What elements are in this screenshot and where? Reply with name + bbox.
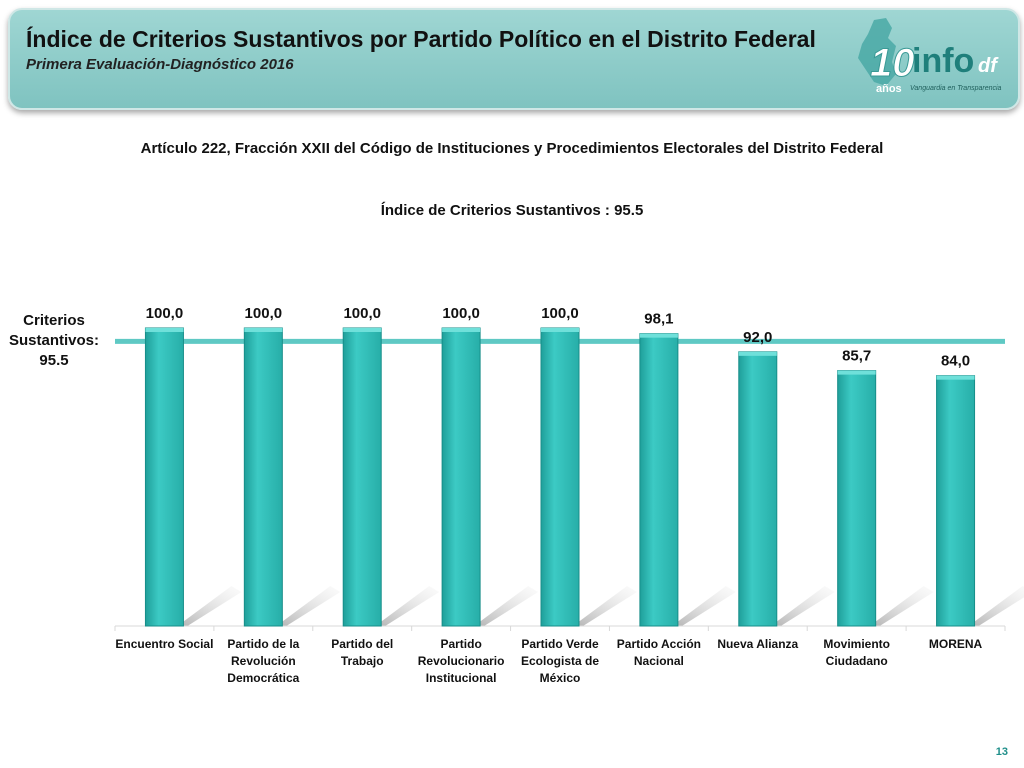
bar (342, 327, 382, 627)
page-subtitle: Primera Evaluación-Diagnóstico 2016 (26, 56, 294, 73)
bar (837, 370, 877, 627)
bar (540, 327, 580, 627)
value-label: 100,0 (146, 305, 184, 322)
bar (639, 333, 679, 627)
bar (441, 327, 481, 627)
value-label: 85,7 (842, 348, 871, 365)
category-label: Institucional (426, 671, 497, 685)
category-label: Partido del (331, 637, 393, 651)
bar-cap (738, 351, 777, 356)
category-label: Encuentro Social (115, 637, 213, 651)
bar-shadow (474, 586, 539, 626)
category-label: Democrática (227, 671, 299, 685)
value-label: 100,0 (442, 305, 480, 322)
value-labels: 100,0 100,0 100,0 100,0 100,0 98,1 92,0 85,7 84,… (146, 305, 970, 370)
logo-years: 10 (870, 41, 915, 85)
bar-shadow (770, 586, 835, 626)
header-banner (8, 8, 1020, 110)
bar-shadow (177, 586, 242, 626)
bar-cap (244, 328, 283, 332)
category-label: Partido Verde (521, 637, 599, 651)
category-labels: Encuentro Social Partido de la Revolución D… (115, 637, 982, 685)
bar-shadow (869, 586, 934, 626)
bar-cap (343, 328, 382, 332)
bar-cap (541, 328, 579, 332)
bar (738, 351, 778, 627)
bar-shadow (375, 586, 440, 626)
category-label: Trabajo (341, 654, 384, 668)
value-label: 98,1 (644, 311, 673, 328)
category-label: MORENA (929, 637, 983, 651)
category-label: Ecologista de (521, 654, 599, 668)
bar-cap (936, 375, 975, 380)
reference-label-line-1: Criterios (23, 312, 85, 329)
bar-shadow (573, 586, 637, 626)
category-label: Nacional (634, 654, 684, 668)
category-label: Nueva Alianza (717, 637, 798, 651)
value-label: 100,0 (541, 305, 579, 322)
logo-suffix: df (978, 55, 999, 77)
reference-label-line-2: Sustantivos: (8, 332, 99, 349)
value-label: 100,0 (245, 305, 283, 322)
chart-title: Índice de Criterios Sustantivos : 95.5 (380, 202, 644, 219)
slide-number: 13 (995, 746, 1008, 758)
reference-label-line-3: 95.5 (39, 352, 69, 369)
value-label: 84,0 (941, 353, 970, 370)
category-label: Ciudadano (826, 654, 888, 668)
bar-shadow (968, 586, 1024, 626)
bars (144, 327, 976, 627)
bar-shadow (276, 586, 341, 626)
category-label: México (540, 671, 581, 685)
infodf-logo: 10 info df años Vanguardia en Transparen… (858, 18, 1002, 95)
bar-shadow (671, 586, 736, 626)
map-icon (858, 18, 896, 86)
page-title: Índice de Criterios Sustantivos por Part… (26, 26, 816, 52)
category-label: Partido (440, 637, 481, 651)
bar-cap (442, 328, 481, 332)
bar (243, 327, 283, 627)
category-label: Partido Acción (617, 637, 701, 651)
bar-shadows (177, 586, 1024, 626)
bar (936, 375, 976, 627)
value-label: 100,0 (343, 305, 381, 322)
logo-brand: info (912, 42, 974, 80)
logo-anos: años (876, 83, 902, 95)
reference-line-label: Criterios Sustantivos: 95.5 (4, 311, 104, 371)
x-axis-ticks (114, 626, 1006, 631)
bar-cap (837, 370, 876, 375)
value-label: 92,0 (743, 329, 772, 346)
bar-cap (639, 333, 678, 338)
category-label: Movimiento (823, 637, 890, 651)
bar-cap (145, 328, 184, 332)
chart-subtitle: Artículo 222, Fracción XXII del Código d… (140, 140, 884, 157)
category-label: Revolucionario (418, 654, 505, 668)
logo-tagline: Vanguardia en Transparencia (910, 85, 1002, 92)
category-label: Revolución (231, 654, 296, 668)
bar (144, 327, 184, 627)
category-label: Partido de la (227, 637, 299, 651)
